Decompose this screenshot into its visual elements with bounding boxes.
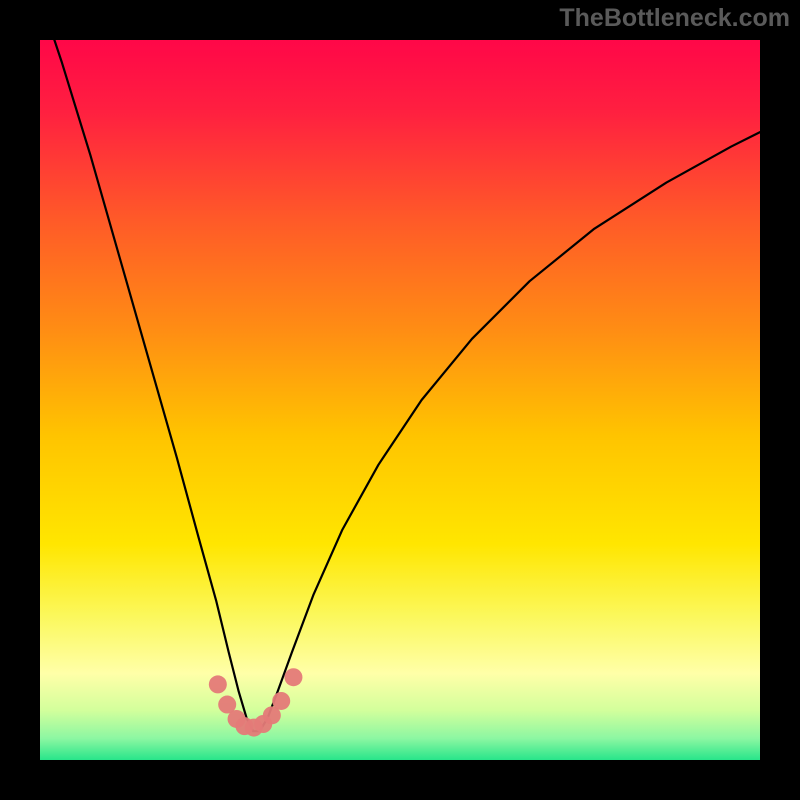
curve-marker: [272, 692, 290, 710]
bottleneck-curve-chart: [0, 0, 800, 800]
curve-marker: [209, 675, 227, 693]
chart-container: { "watermark": { "text": "TheBottleneck.…: [0, 0, 800, 800]
gradient-plot-area: [40, 40, 760, 760]
watermark-text: TheBottleneck.com: [559, 4, 790, 33]
curve-marker: [284, 668, 302, 686]
